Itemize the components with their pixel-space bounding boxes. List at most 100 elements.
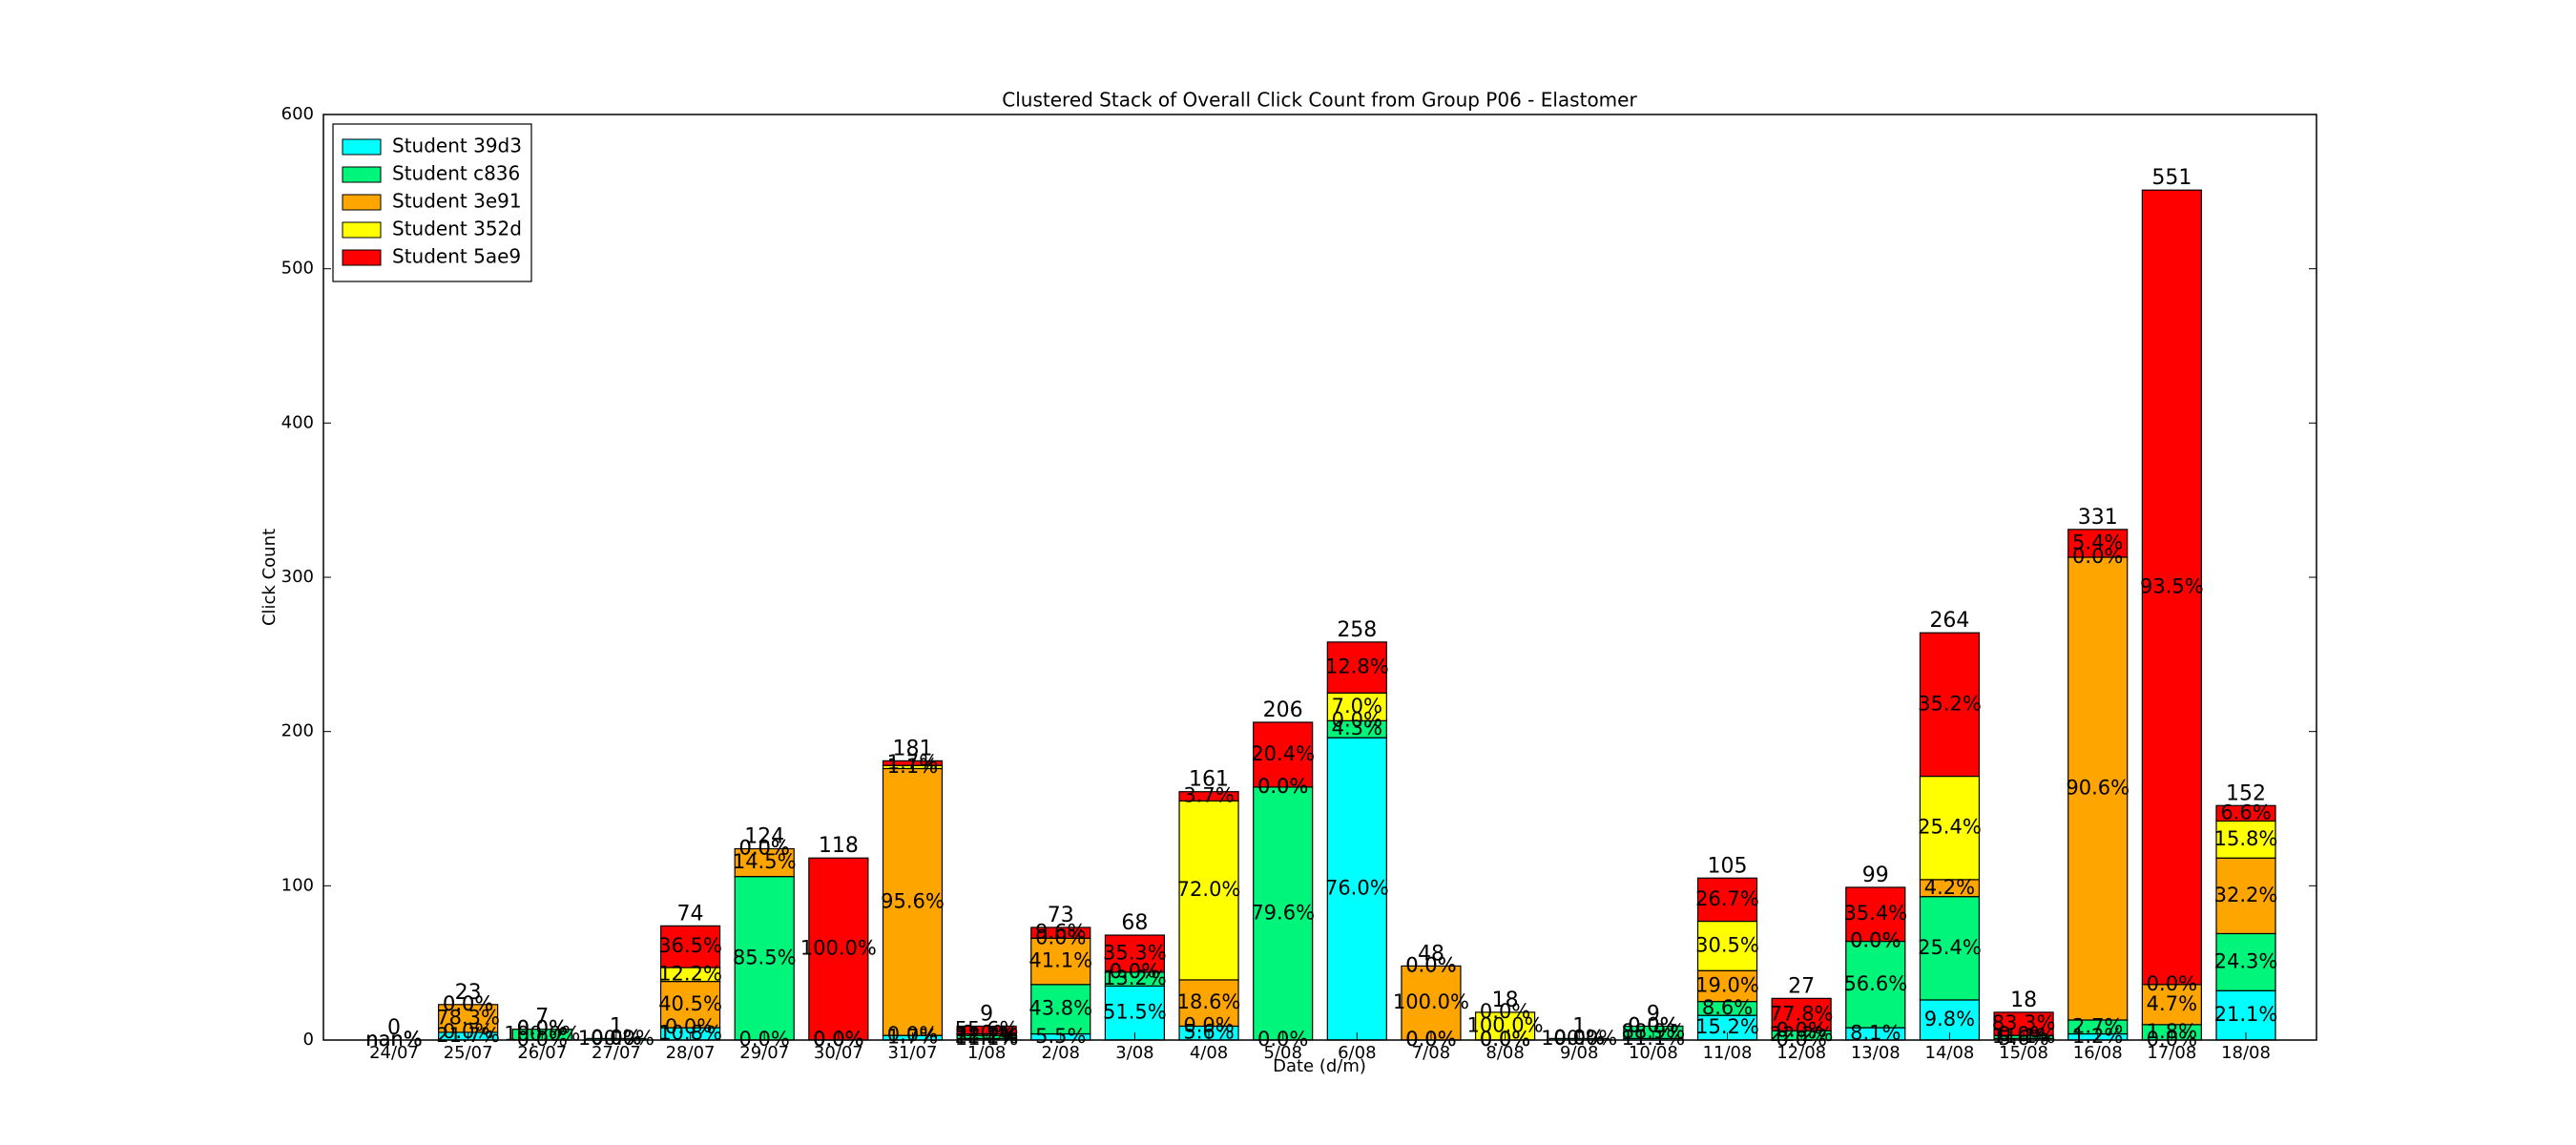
percent-label: 0.0% [1257,775,1308,798]
percent-label: 0.0% [1480,1000,1530,1023]
percent-label: 83.3% [1992,1011,2056,1034]
total-label: 206 [1263,698,1303,722]
legend-swatch [342,166,382,183]
percent-label: 51.5% [1103,1001,1167,1024]
bar-segment [1696,877,1758,923]
percent-label: 0.0% [1110,960,1160,983]
bar-segment [1919,632,1981,778]
y-tick-label: 600 [281,104,314,124]
x-tick-label: 10/08 [1629,1043,1678,1063]
x-tick-label: 27/07 [592,1043,641,1063]
y-tick-label: 500 [281,259,314,279]
bar-segment [1030,984,1091,1035]
percent-label: 4.2% [1924,876,1975,899]
bar-segment [1178,791,1239,802]
bar-segment [2141,984,2202,1026]
bar-segment [1326,641,1387,694]
legend-label: Student 3e91 [392,190,522,213]
bar-segment [2215,804,2276,822]
percent-label: 25.4% [1918,816,1982,839]
x-tick-label: 11/08 [1703,1043,1753,1063]
total-label: 48 [1418,942,1444,966]
percent-label: 0.0% [739,837,790,860]
percent-label: 0.0% [2147,972,2197,995]
percent-label: 35.4% [1843,902,1907,925]
chart-title: Clustered Stack of Overall Click Count f… [1002,89,1637,112]
percent-label: 26.7% [1695,887,1759,910]
total-label: 264 [1929,609,1969,633]
bar-segment [1845,886,1906,943]
bar-segment [1030,926,1091,939]
y-tick-label: 400 [281,412,314,432]
percent-label: 0.0% [1110,960,1160,983]
percent-label: 6.6% [2220,801,2271,823]
total-label: 68 [1121,911,1148,935]
x-tick-label: 26/07 [517,1043,567,1063]
percent-label: 85.5% [733,946,797,968]
bar-segment [2067,529,2129,558]
total-label: 1 [610,1014,623,1038]
legend: Student 39d3 Student c836 Student 3e91 Stud… [332,123,532,282]
legend-label: Student 352d [392,218,522,240]
bar-segment [2215,989,2276,1041]
x-tick-label: 17/08 [2147,1043,2196,1063]
percent-label: 4.3% [1332,717,1382,739]
total-label: 18 [2010,989,2037,1012]
total-label: 118 [819,834,859,858]
total-label: 331 [2078,506,2118,530]
percent-label: 12.8% [1325,656,1389,678]
bar-segment [1919,775,1981,881]
percent-label: 56.6% [1843,972,1907,995]
percent-label: 12.2% [658,962,722,985]
legend-swatch [342,194,382,211]
legend-swatch [342,249,382,266]
percent-label: 5.4% [2072,531,2123,553]
x-tick-label: 12/08 [1776,1043,1826,1063]
legend-label: Student c836 [392,162,520,185]
total-label: 1 [1572,1014,1586,1038]
percent-label: 76.0% [1325,877,1389,900]
total-label: 105 [1708,854,1748,878]
percent-label: 0.0% [1332,708,1382,731]
percent-label: 9.6% [1035,921,1086,944]
x-tick-label: 6/08 [1338,1043,1376,1063]
x-tick-label: 8/08 [1485,1043,1524,1063]
bar-segment [1771,997,1832,1031]
legend-label: Student 39d3 [392,135,522,157]
y-tick-label: 300 [281,567,314,587]
bar-segment [2067,556,2129,1021]
x-tick-label: 3/08 [1115,1043,1153,1063]
x-tick-label: 9/08 [1560,1043,1598,1063]
percent-label: 0.0% [2072,545,2123,568]
percent-label: 0.0% [1405,953,1456,976]
bar-segment [882,760,944,766]
percent-label: 21.1% [2214,1003,2278,1026]
legend-swatch [342,138,382,156]
y-tick-label: 0 [303,1030,314,1050]
percent-label: 32.2% [2214,884,2278,906]
percent-label: 1.1% [887,755,938,778]
total-label: 551 [2151,166,2192,190]
total-label: 152 [2226,781,2266,805]
x-tick-label: 31/07 [888,1043,938,1063]
x-tick-label: 5/08 [1263,1043,1301,1063]
percent-label: 36.5% [658,934,722,957]
percent-label: 24.3% [2214,949,2278,972]
total-label: 74 [677,902,704,926]
x-tick-label: 14/08 [1925,1043,1975,1063]
bar-segment [1104,934,1166,973]
total-label: 258 [1337,618,1377,642]
percent-label: 0.0% [443,992,493,1015]
bar-segment [1696,969,1758,1003]
percent-label: 0.0% [443,992,493,1015]
bar-segment [1253,786,1314,1041]
percent-label: 0.0% [1035,926,1086,948]
percent-label: 78.3% [436,1006,500,1029]
percent-label: 35.2% [1918,692,1982,715]
percent-label: 100.0% [800,937,877,960]
x-axis-label: Date (d/m) [1273,1056,1366,1076]
bar-segment [1253,721,1314,788]
percent-label: 77.8% [1770,1002,1834,1025]
y-tick-label: 200 [281,721,314,741]
bar-segment [2215,932,2276,991]
